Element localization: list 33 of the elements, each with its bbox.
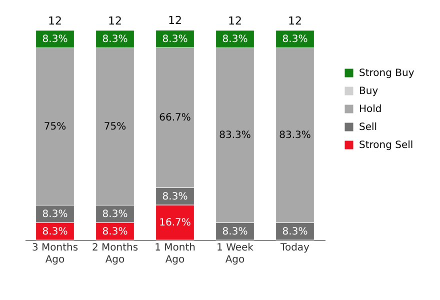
data-label: 8.3% xyxy=(282,226,308,238)
data-label: 75% xyxy=(44,121,66,132)
data-label: 8.3% xyxy=(42,34,68,46)
data-label: 8.3% xyxy=(102,34,128,46)
x-tick-label: 1 Week Ago xyxy=(216,242,254,266)
x-tick-label: 1 Month Ago xyxy=(154,242,196,266)
data-label: 83.3% xyxy=(219,130,251,142)
legend-label: Hold xyxy=(359,104,382,115)
data-label: 8.3% xyxy=(222,226,248,238)
legend-label: Buy xyxy=(359,86,378,97)
legend-label: Sell xyxy=(359,122,378,133)
data-label: 8.3% xyxy=(282,34,308,46)
legend-label: Strong Sell xyxy=(359,140,414,151)
data-label: 75% xyxy=(104,121,126,132)
text: 12 xyxy=(288,14,302,28)
x-tick-label: Today xyxy=(280,242,310,254)
text: 12 xyxy=(228,14,242,28)
data-label: 8.3% xyxy=(102,208,128,220)
text: 12 xyxy=(168,14,182,28)
data-label: 66.7% xyxy=(159,112,191,124)
data-label: 8.3% xyxy=(222,34,248,46)
data-label: 8.3% xyxy=(162,191,188,202)
text: 12 xyxy=(48,14,62,28)
legend-label: Strong Buy xyxy=(359,68,414,79)
data-label: 8.3% xyxy=(42,208,68,220)
data-label: 8.3% xyxy=(42,226,68,238)
text: 12 xyxy=(108,14,122,28)
x-tick-label: 2 Months Ago xyxy=(92,242,138,266)
data-label: 83.3% xyxy=(279,130,311,142)
data-label: 16.7% xyxy=(159,217,191,228)
x-tick-label: 3 Months Ago xyxy=(32,242,78,266)
data-label: 8.3% xyxy=(102,226,128,238)
data-label: 8.3% xyxy=(162,34,188,45)
